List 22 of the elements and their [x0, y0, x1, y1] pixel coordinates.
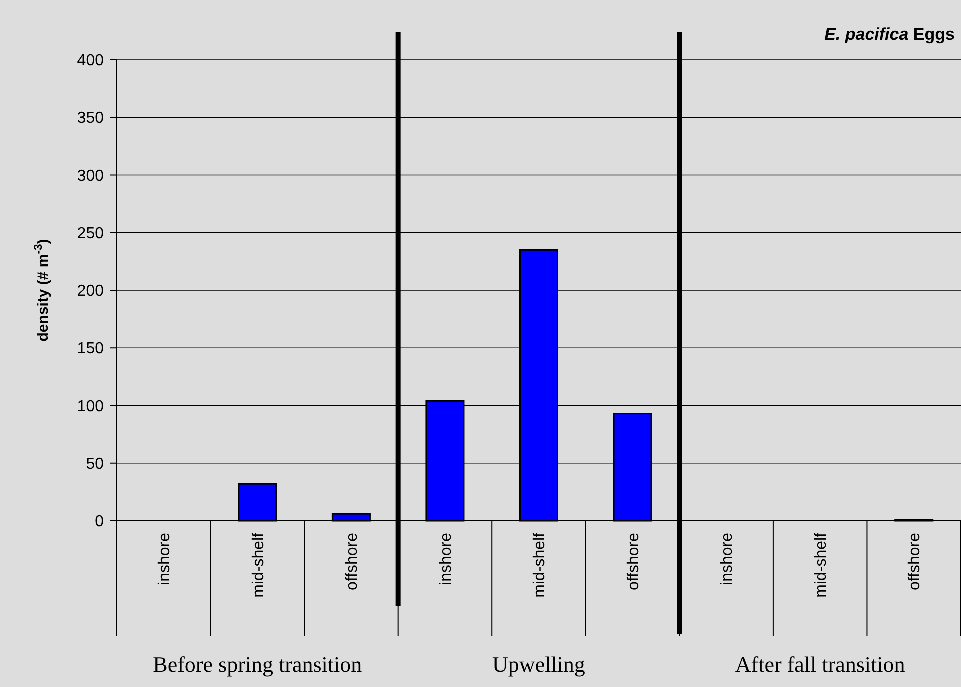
x-tick-label: inshore: [719, 532, 736, 586]
y-tick-label: 100: [77, 398, 104, 416]
x-tick-label: mid-shelf: [532, 532, 549, 598]
x-tick-label: inshore: [156, 532, 174, 586]
y-tick-label: 50: [86, 456, 104, 473]
y-tick-label: 300: [77, 168, 104, 185]
chart-title: E. pacifica Eggs: [824, 25, 955, 44]
x-tick-label: offshore: [906, 532, 924, 591]
x-tick-label: offshore: [344, 532, 362, 591]
y-tick-label: 150: [77, 340, 104, 358]
x-tick-label: inshore: [438, 532, 455, 586]
text: Before spring transition: [153, 652, 362, 677]
x-tick-label: mid-shelf: [250, 532, 268, 598]
text: After fall transition: [735, 652, 906, 677]
text: Upwelling: [492, 652, 586, 677]
x-tick-label: mid-shelf: [812, 532, 830, 598]
y-tick-label: 350: [77, 110, 104, 128]
y-tick-label: 400: [77, 52, 104, 70]
y-tick-label: 0: [95, 514, 104, 531]
y-tick-label: 250: [77, 225, 104, 242]
x-tick-label: offshore: [625, 532, 642, 591]
y-tick-label: 200: [77, 283, 104, 300]
